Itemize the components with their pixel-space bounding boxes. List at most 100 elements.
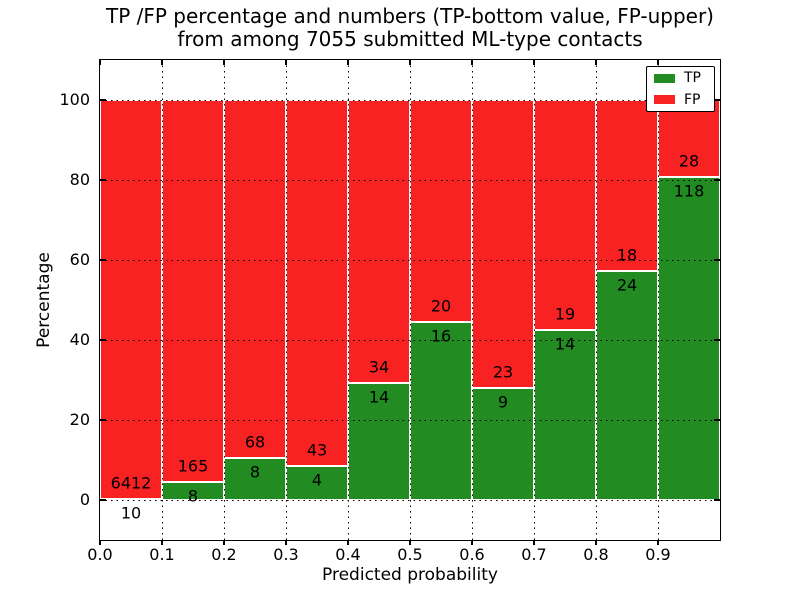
bar-segment-fp bbox=[410, 100, 472, 323]
x-tick-mark-top bbox=[471, 60, 473, 65]
x-tick-mark-top bbox=[161, 60, 163, 65]
horizontal-gridline bbox=[100, 339, 720, 341]
vertical-gridline bbox=[223, 60, 225, 540]
y-tick-label: 20 bbox=[69, 410, 90, 429]
x-tick-mark bbox=[533, 540, 535, 545]
bar-segment-fp bbox=[348, 100, 410, 384]
bar-segment-tp bbox=[348, 383, 410, 500]
fp-count-label: 165 bbox=[177, 456, 209, 475]
x-tick-label: 0.1 bbox=[149, 545, 175, 564]
tp-count-label: 9 bbox=[497, 392, 509, 411]
bar-segment-fp bbox=[224, 100, 286, 458]
tp-count-label: 16 bbox=[430, 326, 452, 346]
y-tick-mark-right bbox=[714, 99, 720, 101]
vertical-gridline bbox=[285, 60, 287, 540]
x-tick-label: 0.0 bbox=[87, 545, 113, 564]
legend-label-fp: FP bbox=[684, 91, 701, 108]
tp-count-label: 10 bbox=[120, 503, 142, 523]
chart-title-line2: from among 7055 submitted ML-type contac… bbox=[177, 27, 643, 51]
x-tick-label: 0.5 bbox=[397, 545, 423, 564]
horizontal-gridline bbox=[100, 259, 720, 261]
x-tick-mark bbox=[285, 540, 287, 545]
x-tick-label: 0.6 bbox=[459, 545, 485, 564]
bar-segment-tp bbox=[410, 322, 472, 500]
bar-segment-fp bbox=[534, 100, 596, 331]
tp-count-label: 8 bbox=[187, 486, 199, 505]
vertical-gridline bbox=[533, 60, 535, 540]
horizontal-gridline bbox=[100, 419, 720, 421]
x-tick-mark-top bbox=[533, 60, 535, 65]
x-tick-label: 0.8 bbox=[583, 545, 609, 564]
x-tick-label: 0.3 bbox=[273, 545, 299, 564]
x-tick-mark bbox=[99, 540, 101, 545]
y-tick-mark bbox=[99, 259, 106, 261]
tp-count-label: 118 bbox=[673, 181, 705, 201]
vertical-gridline bbox=[347, 60, 349, 540]
vertical-gridline bbox=[471, 60, 473, 540]
fp-count-label: 23 bbox=[492, 362, 514, 381]
vertical-gridline bbox=[595, 60, 597, 540]
horizontal-gridline bbox=[100, 99, 720, 101]
y-tick-mark bbox=[99, 499, 106, 501]
x-tick-mark-top bbox=[99, 60, 101, 65]
fp-count-label: 28 bbox=[678, 151, 700, 171]
fp-count-label: 18 bbox=[616, 245, 638, 265]
y-tick-mark bbox=[99, 339, 106, 341]
y-axis-label: Percentage bbox=[34, 252, 54, 348]
y-tick-mark bbox=[99, 99, 106, 101]
y-tick-label: 40 bbox=[69, 330, 90, 349]
bar-segment-tp bbox=[596, 271, 658, 500]
bar-segment-tp bbox=[658, 176, 720, 500]
bar-segment-tp bbox=[286, 465, 348, 500]
x-tick-mark bbox=[409, 540, 411, 545]
bar-segment-tp bbox=[224, 457, 286, 500]
fp-count-label: 34 bbox=[368, 357, 390, 377]
tp-count-label: 14 bbox=[554, 334, 576, 354]
bar-segment-fp bbox=[100, 100, 162, 500]
x-tick-mark bbox=[347, 540, 349, 545]
x-tick-mark-top bbox=[595, 60, 597, 65]
y-tick-mark-right bbox=[714, 419, 720, 421]
x-tick-mark-top bbox=[347, 60, 349, 65]
fp-count-label: 20 bbox=[430, 296, 452, 316]
bar-segment-fp bbox=[596, 100, 658, 272]
fp-color-swatch bbox=[654, 95, 675, 105]
chart-title-line1: TP /FP percentage and numbers (TP-bottom… bbox=[106, 4, 714, 28]
y-tick-label: 100 bbox=[59, 90, 90, 109]
x-tick-mark-top bbox=[409, 60, 411, 65]
x-tick-mark bbox=[161, 540, 163, 545]
x-tick-label: 0.9 bbox=[645, 545, 671, 564]
vertical-gridline bbox=[409, 60, 411, 540]
tp-count-label: 8 bbox=[249, 462, 261, 482]
x-tick-label: 0.2 bbox=[211, 545, 237, 564]
y-tick-mark-right bbox=[714, 499, 720, 501]
horizontal-gridline bbox=[100, 179, 720, 181]
y-tick-mark bbox=[99, 179, 106, 181]
fp-count-label: 19 bbox=[554, 304, 576, 324]
y-tick-mark-right bbox=[714, 339, 720, 341]
bar-segment-fp bbox=[658, 100, 720, 177]
fp-count-label: 43 bbox=[306, 440, 328, 460]
x-tick-label: 0.4 bbox=[335, 545, 361, 564]
plot-area: 6412 10 165 8 68 8 43 4 34 14 20 16 23 9 19 14 18 24 28 118 bbox=[99, 59, 721, 545]
tp-color-swatch bbox=[654, 73, 675, 83]
x-tick-label: 0.7 bbox=[521, 545, 547, 564]
x-tick-mark-top bbox=[657, 60, 659, 65]
y-tick-label: 0 bbox=[79, 490, 90, 509]
tp-count-label: 4 bbox=[311, 470, 323, 490]
y-tick-mark-right bbox=[714, 259, 720, 261]
fp-count-label: 68 bbox=[244, 432, 266, 452]
y-tick-mark bbox=[99, 419, 106, 421]
legend-item-fp: FP bbox=[647, 90, 714, 110]
y-tick-label: 60 bbox=[69, 250, 90, 269]
tp-count-label: 14 bbox=[368, 387, 390, 407]
chart-title: TP /FP percentage and numbers (TP-bottom… bbox=[100, 5, 720, 51]
tp-count-label: 24 bbox=[616, 275, 638, 295]
x-tick-mark-top bbox=[285, 60, 287, 65]
legend-item-tp: TP bbox=[647, 68, 714, 88]
x-tick-mark bbox=[595, 540, 597, 545]
x-axis-label: Predicted probability bbox=[322, 565, 498, 585]
x-tick-mark-top bbox=[223, 60, 225, 65]
y-tick-mark-right bbox=[714, 179, 720, 181]
